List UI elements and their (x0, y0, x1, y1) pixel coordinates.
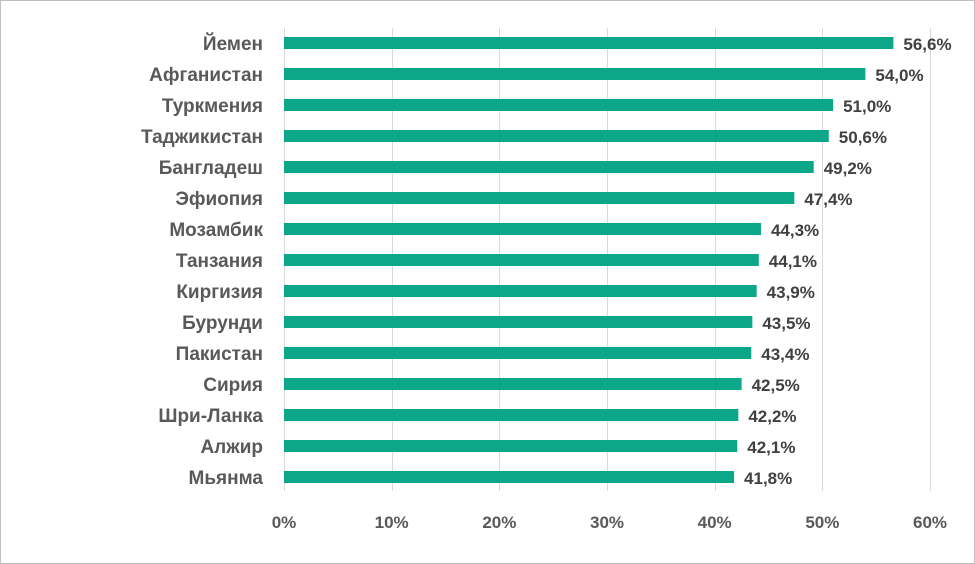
category-label: Танзания (176, 251, 263, 272)
bar (284, 161, 814, 173)
category-label: Сирия (203, 375, 263, 396)
bar (284, 192, 795, 204)
category-labels: Йемен Афганистан Туркмения Таджикистан Бангл… (141, 33, 263, 489)
value-label: 44,3% (771, 221, 819, 240)
bar (284, 316, 753, 328)
x-tick-label: 0% (272, 513, 297, 532)
value-label: 44,1% (769, 252, 817, 271)
category-label: Таджикистан (141, 127, 263, 148)
value-labels: 56,6% 54,0% 51,0% 50,6% 49,2% 47,4% 44,3% 44,1%… (744, 35, 952, 488)
value-label: 47,4% (804, 190, 852, 209)
value-label: 54,0% (875, 66, 923, 85)
category-label: Шри-Ланка (158, 406, 263, 427)
x-tick-label: 30% (590, 513, 624, 532)
bar (284, 68, 866, 80)
value-label: 42,5% (752, 376, 800, 395)
value-label: 43,9% (767, 283, 815, 302)
x-tick-label: 10% (375, 513, 409, 532)
bar (284, 285, 757, 297)
value-label: 42,1% (747, 438, 795, 457)
category-label: Мозамбик (169, 220, 263, 241)
bars (284, 37, 894, 483)
value-label: 50,6% (839, 128, 887, 147)
x-tick-label: 20% (482, 513, 516, 532)
category-label: Мьянма (189, 468, 264, 489)
x-axis-tick-labels: 0% 10% 20% 30% 40% 50% 60% (272, 513, 947, 532)
bar (284, 254, 759, 266)
bar (284, 99, 834, 111)
category-label: Бурунди (182, 313, 263, 334)
value-label: 49,2% (824, 159, 872, 178)
bar (284, 409, 739, 421)
x-tick-label: 40% (698, 513, 732, 532)
bar (284, 471, 735, 483)
x-tick-label: 50% (805, 513, 839, 532)
category-label: Эфиопия (175, 189, 263, 210)
bar (284, 378, 742, 390)
category-label: Йемен (203, 33, 263, 55)
bar (284, 37, 894, 49)
value-label: 43,4% (761, 345, 809, 364)
value-label: 51,0% (843, 97, 891, 116)
x-tick-label: 60% (913, 513, 947, 532)
category-label: Алжир (200, 437, 263, 458)
bar (284, 440, 738, 452)
bar (284, 347, 752, 359)
category-label: Пакистан (176, 344, 263, 365)
value-label: 56,6% (903, 35, 951, 54)
value-label: 43,5% (762, 314, 810, 333)
bar (284, 130, 829, 142)
category-label: Киргизия (176, 282, 263, 303)
category-label: Бангладеш (159, 158, 263, 179)
category-label: Афганистан (149, 65, 263, 86)
value-label: 41,8% (744, 469, 792, 488)
category-label: Туркмения (162, 96, 263, 117)
value-label: 42,2% (748, 407, 796, 426)
bar (284, 223, 761, 235)
